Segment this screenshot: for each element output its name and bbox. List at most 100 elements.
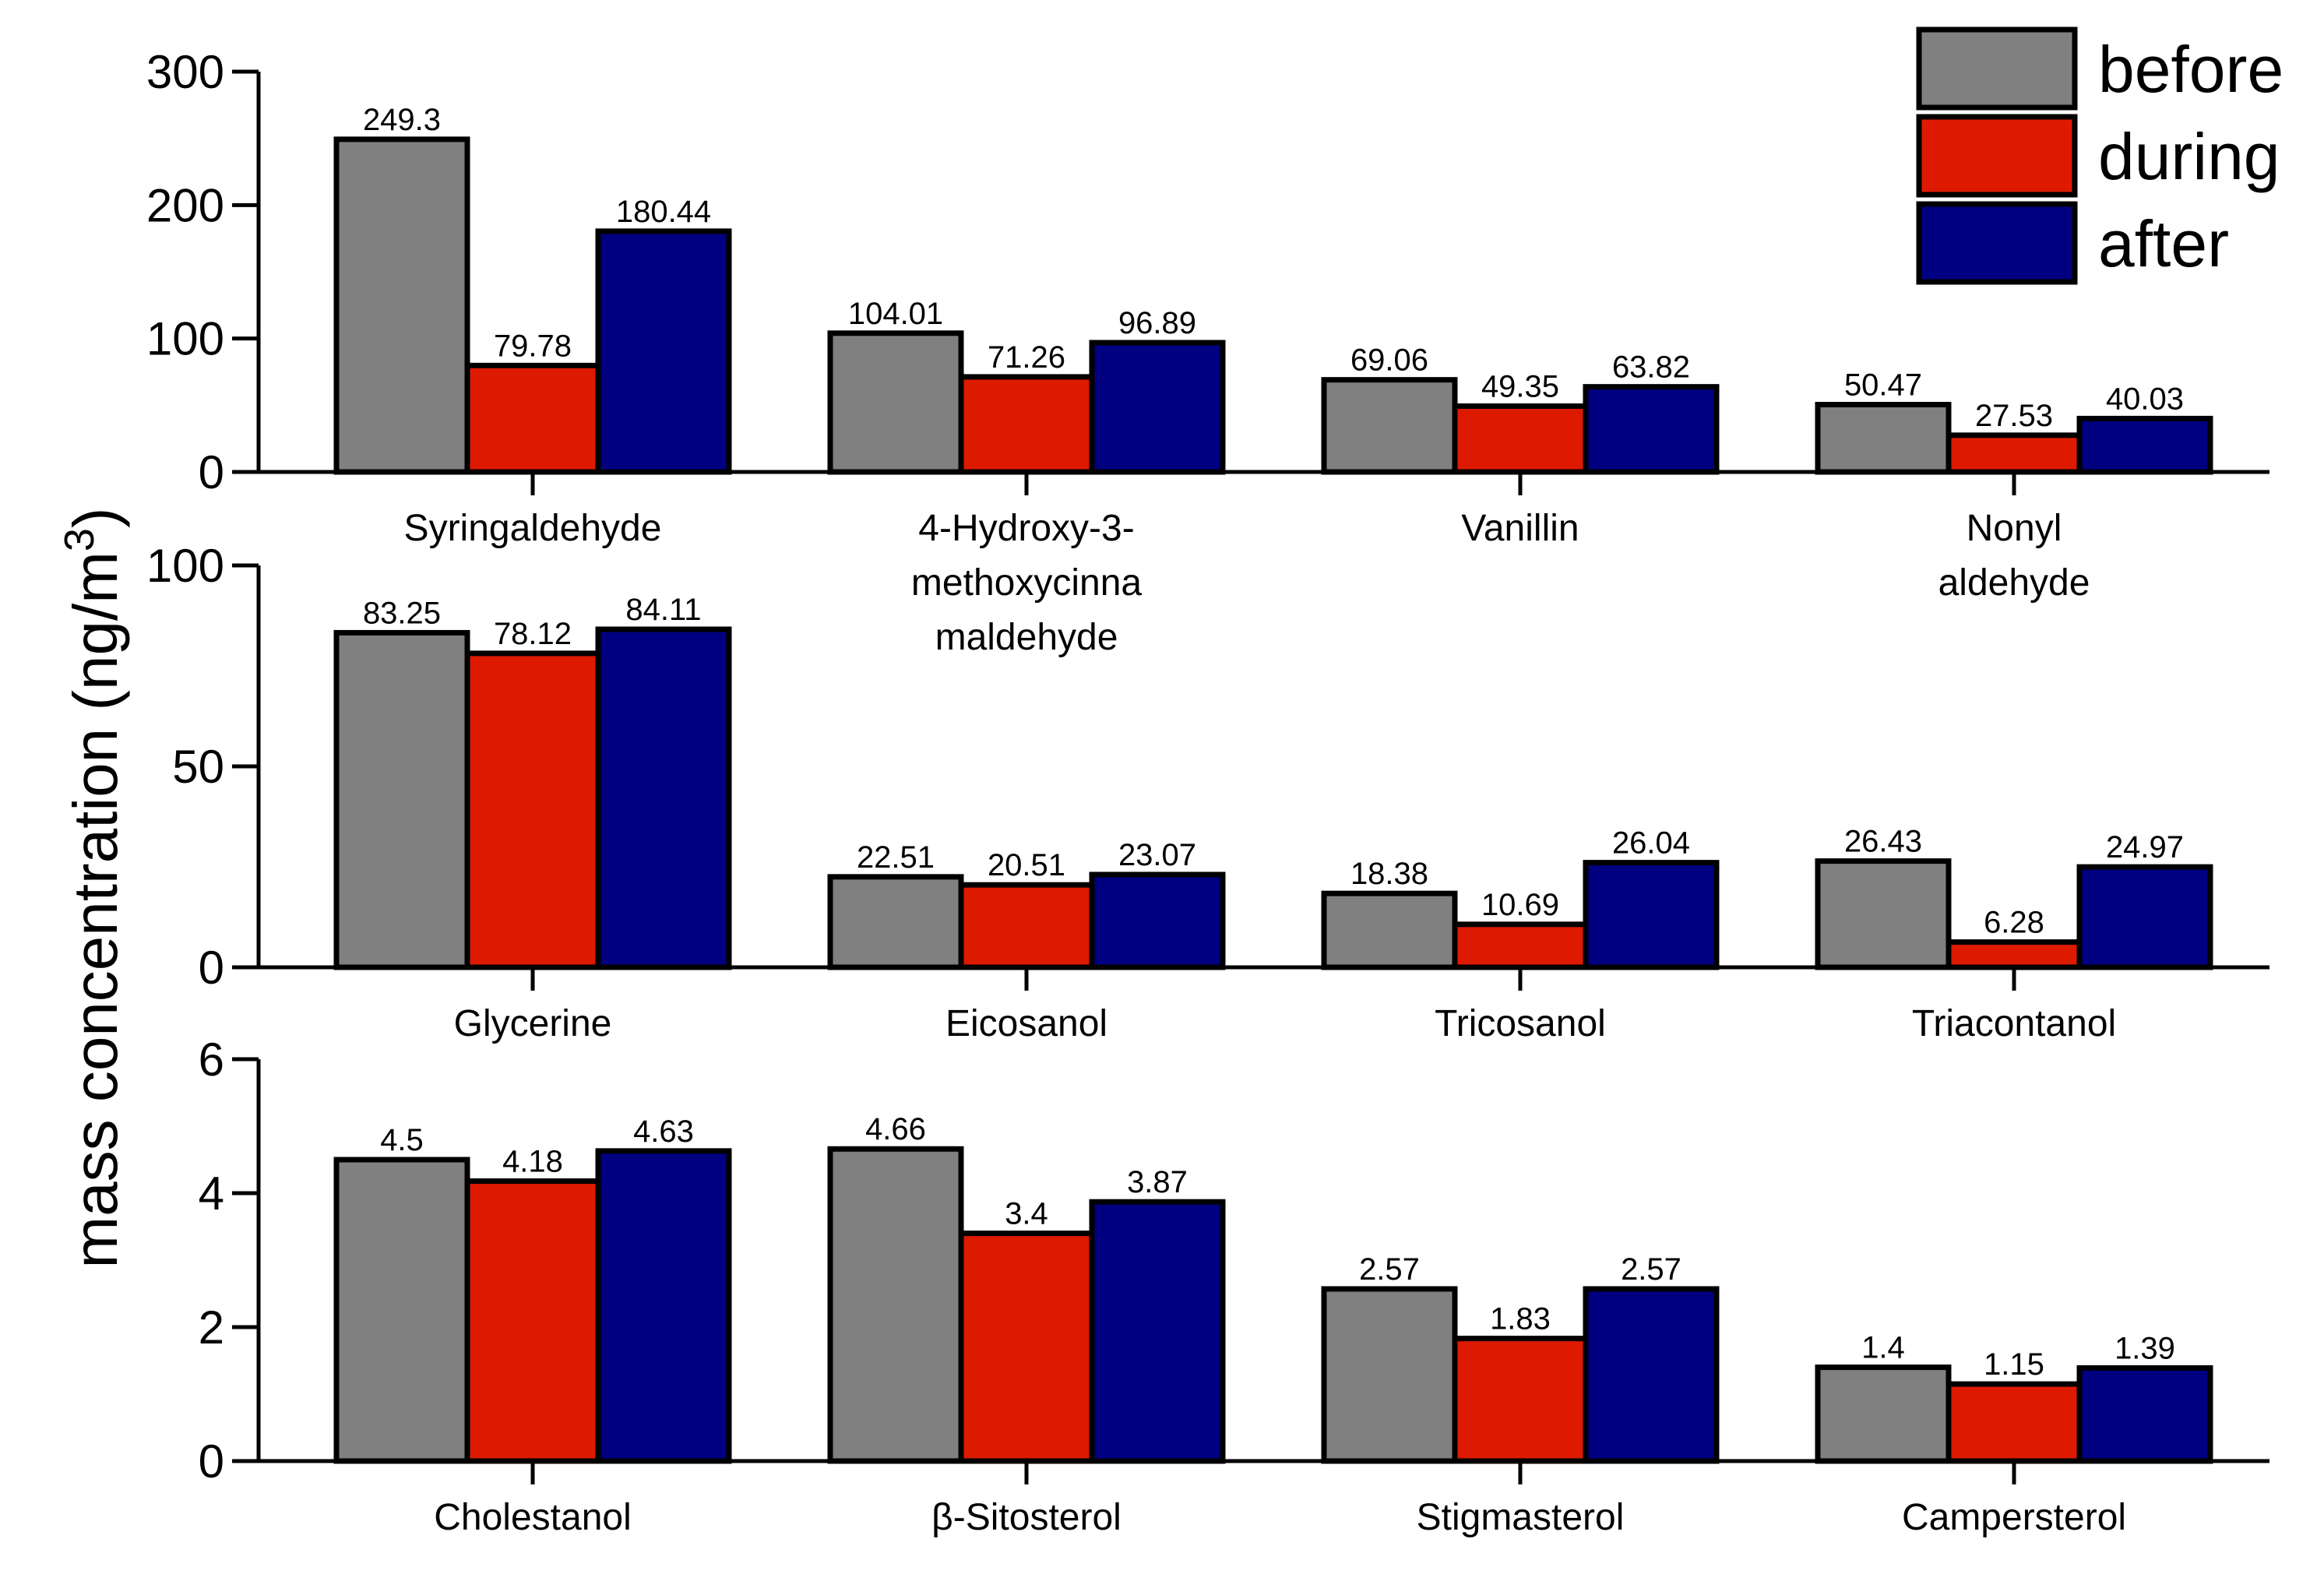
y-tick-label: 50 (172, 741, 224, 793)
category-label-line: Triacontanol (1912, 1003, 2116, 1044)
bar-during-tricosanol (1452, 921, 1589, 970)
data-label: 1.15 (1984, 1347, 2044, 1382)
bar-before-syringaldehyde (333, 136, 470, 475)
data-label: 79.78 (494, 329, 572, 363)
category-label: Syringaldehyde (404, 508, 662, 549)
legend-swatch-after (1916, 201, 2078, 285)
bar-before-nonylaldehyde (1815, 402, 1952, 475)
bar-before-eicosanol (827, 874, 964, 970)
bar-during-vanillin (1452, 403, 1589, 475)
data-label: 180.44 (616, 195, 711, 229)
y-tick-label: 2 (199, 1301, 224, 1354)
category-label: Triacontanol (1912, 1003, 2116, 1044)
bar-during-triacontanol (1945, 939, 2083, 970)
category-label: Campersterol (1902, 1497, 2126, 1538)
bar-after-stigmasterol (1583, 1286, 1720, 1464)
y-tick-label: 6 (199, 1033, 224, 1086)
data-label: 3.4 (1005, 1197, 1048, 1231)
data-label: 4.5 (380, 1123, 424, 1157)
legend-label-during: during (2098, 120, 2280, 193)
data-label: 20.51 (988, 848, 1065, 882)
bar-during-glycerine (464, 650, 601, 970)
y-tick-label: 4 (199, 1167, 224, 1220)
y-axis-title-suffix: ) (61, 507, 130, 528)
category-label: Tricosanol (1435, 1003, 1606, 1044)
category-label-line: β-Sitosterol (931, 1497, 1122, 1538)
category-label-line: aldehyde (1938, 562, 2090, 604)
data-label: 84.11 (625, 593, 701, 627)
category-label-line: Stigmasterol (1417, 1497, 1625, 1538)
legend-swatch-before (1916, 26, 2078, 111)
data-label: 26.43 (1844, 825, 1922, 859)
category-label-line: Eicosanol (945, 1003, 1107, 1044)
bar-after-syringaldehyde (595, 228, 732, 475)
y-tick-label: 300 (146, 46, 224, 98)
bar-during-syringaldehyde (464, 362, 601, 475)
panel-2: 0 50 100 83.25 78.12 84.11 Glycerine 22.51 20.51… (146, 540, 2269, 1044)
y-tick-label: 0 (199, 446, 224, 498)
bar-before-cholestanol (333, 1157, 470, 1464)
category-label: Glycerine (454, 1003, 612, 1044)
data-label: 24.97 (2106, 830, 2184, 864)
legend-label-after: after (2098, 207, 2229, 280)
data-label: 4.63 (633, 1114, 694, 1149)
category-label-line: methoxycinna (911, 562, 1142, 604)
bar-after-campersterol (2076, 1364, 2213, 1464)
category-label: Eicosanol (945, 1003, 1107, 1044)
data-label: 40.03 (2106, 382, 2184, 416)
data-label: 78.12 (494, 617, 572, 651)
y-tick-label: 0 (199, 1435, 224, 1488)
data-label: 6.28 (1984, 906, 2044, 940)
category-label-line: Glycerine (454, 1003, 612, 1044)
bar-after-cholestanol (595, 1148, 732, 1464)
data-label: 1.83 (1490, 1302, 1551, 1336)
bar-after-sitosterol (1089, 1199, 1226, 1464)
category-label-line: Syringaldehyde (404, 508, 662, 549)
category-label: 4-Hydroxy-3- methoxycinna maldehyde (911, 508, 1142, 658)
bar-after-glycerine (595, 626, 732, 970)
y-tick-label: 200 (146, 179, 224, 231)
bar-during-campersterol (1945, 1381, 2083, 1464)
data-label: 23.07 (1118, 838, 1196, 872)
legend: before during after (1916, 26, 2284, 285)
data-label: 49.35 (1481, 369, 1559, 403)
data-label: 10.69 (1481, 888, 1559, 922)
panel-3: 0 2 4 6 4.5 4.18 4.63 Cholestanol 4.66 3.4 3.87 β-S… (199, 1033, 2269, 1538)
bar-before-campersterol (1815, 1364, 1952, 1464)
y-tick-label: 100 (146, 540, 224, 592)
y-axis-title-superscript: 3 (56, 528, 103, 551)
data-label: 3.87 (1127, 1165, 1188, 1199)
bar-before-tricosanol (1321, 890, 1458, 970)
data-label: 96.89 (1118, 306, 1196, 340)
data-label: 69.06 (1350, 343, 1428, 378)
data-label: 71.26 (988, 340, 1065, 375)
data-label: 4.66 (865, 1112, 926, 1146)
bar-after-tricosanol (1583, 860, 1720, 970)
bar-during-4-hydroxy-3-methoxycinnamaldehyde (958, 374, 1095, 475)
category-label: Cholestanol (434, 1497, 632, 1538)
bar-after-eicosanol (1089, 871, 1226, 970)
category-label-line: maldehyde (935, 617, 1118, 658)
data-label: 249.3 (363, 103, 441, 137)
bar-after-vanillin (1583, 384, 1720, 475)
bar-after-triacontanol (2076, 864, 2213, 970)
data-label: 104.01 (848, 297, 943, 331)
bar-during-cholestanol (464, 1178, 601, 1464)
data-label: 50.47 (1844, 368, 1922, 403)
bar-before-vanillin (1321, 377, 1458, 475)
data-label: 83.25 (363, 596, 441, 630)
y-axis-title-main: mass concentration (ng/m (61, 551, 130, 1268)
bar-before-glycerine (333, 629, 470, 970)
data-label: 4.18 (502, 1145, 563, 1179)
data-label: 2.57 (1621, 1252, 1681, 1287)
category-label-line: Campersterol (1902, 1497, 2126, 1538)
bar-during-sitosterol (958, 1231, 1095, 1464)
data-label: 18.38 (1350, 857, 1428, 891)
category-label-line: Cholestanol (434, 1497, 632, 1538)
category-label: Nonyl aldehyde (1938, 508, 2090, 604)
chart-panels: 0 100 200 300 249.3 79.78 180.44 Syringaldehyde… (146, 46, 2269, 1538)
data-label: 22.51 (857, 840, 935, 875)
data-label: 1.4 (1861, 1331, 1905, 1365)
y-axis-title: mass concentration (ng/m3) (56, 507, 130, 1268)
